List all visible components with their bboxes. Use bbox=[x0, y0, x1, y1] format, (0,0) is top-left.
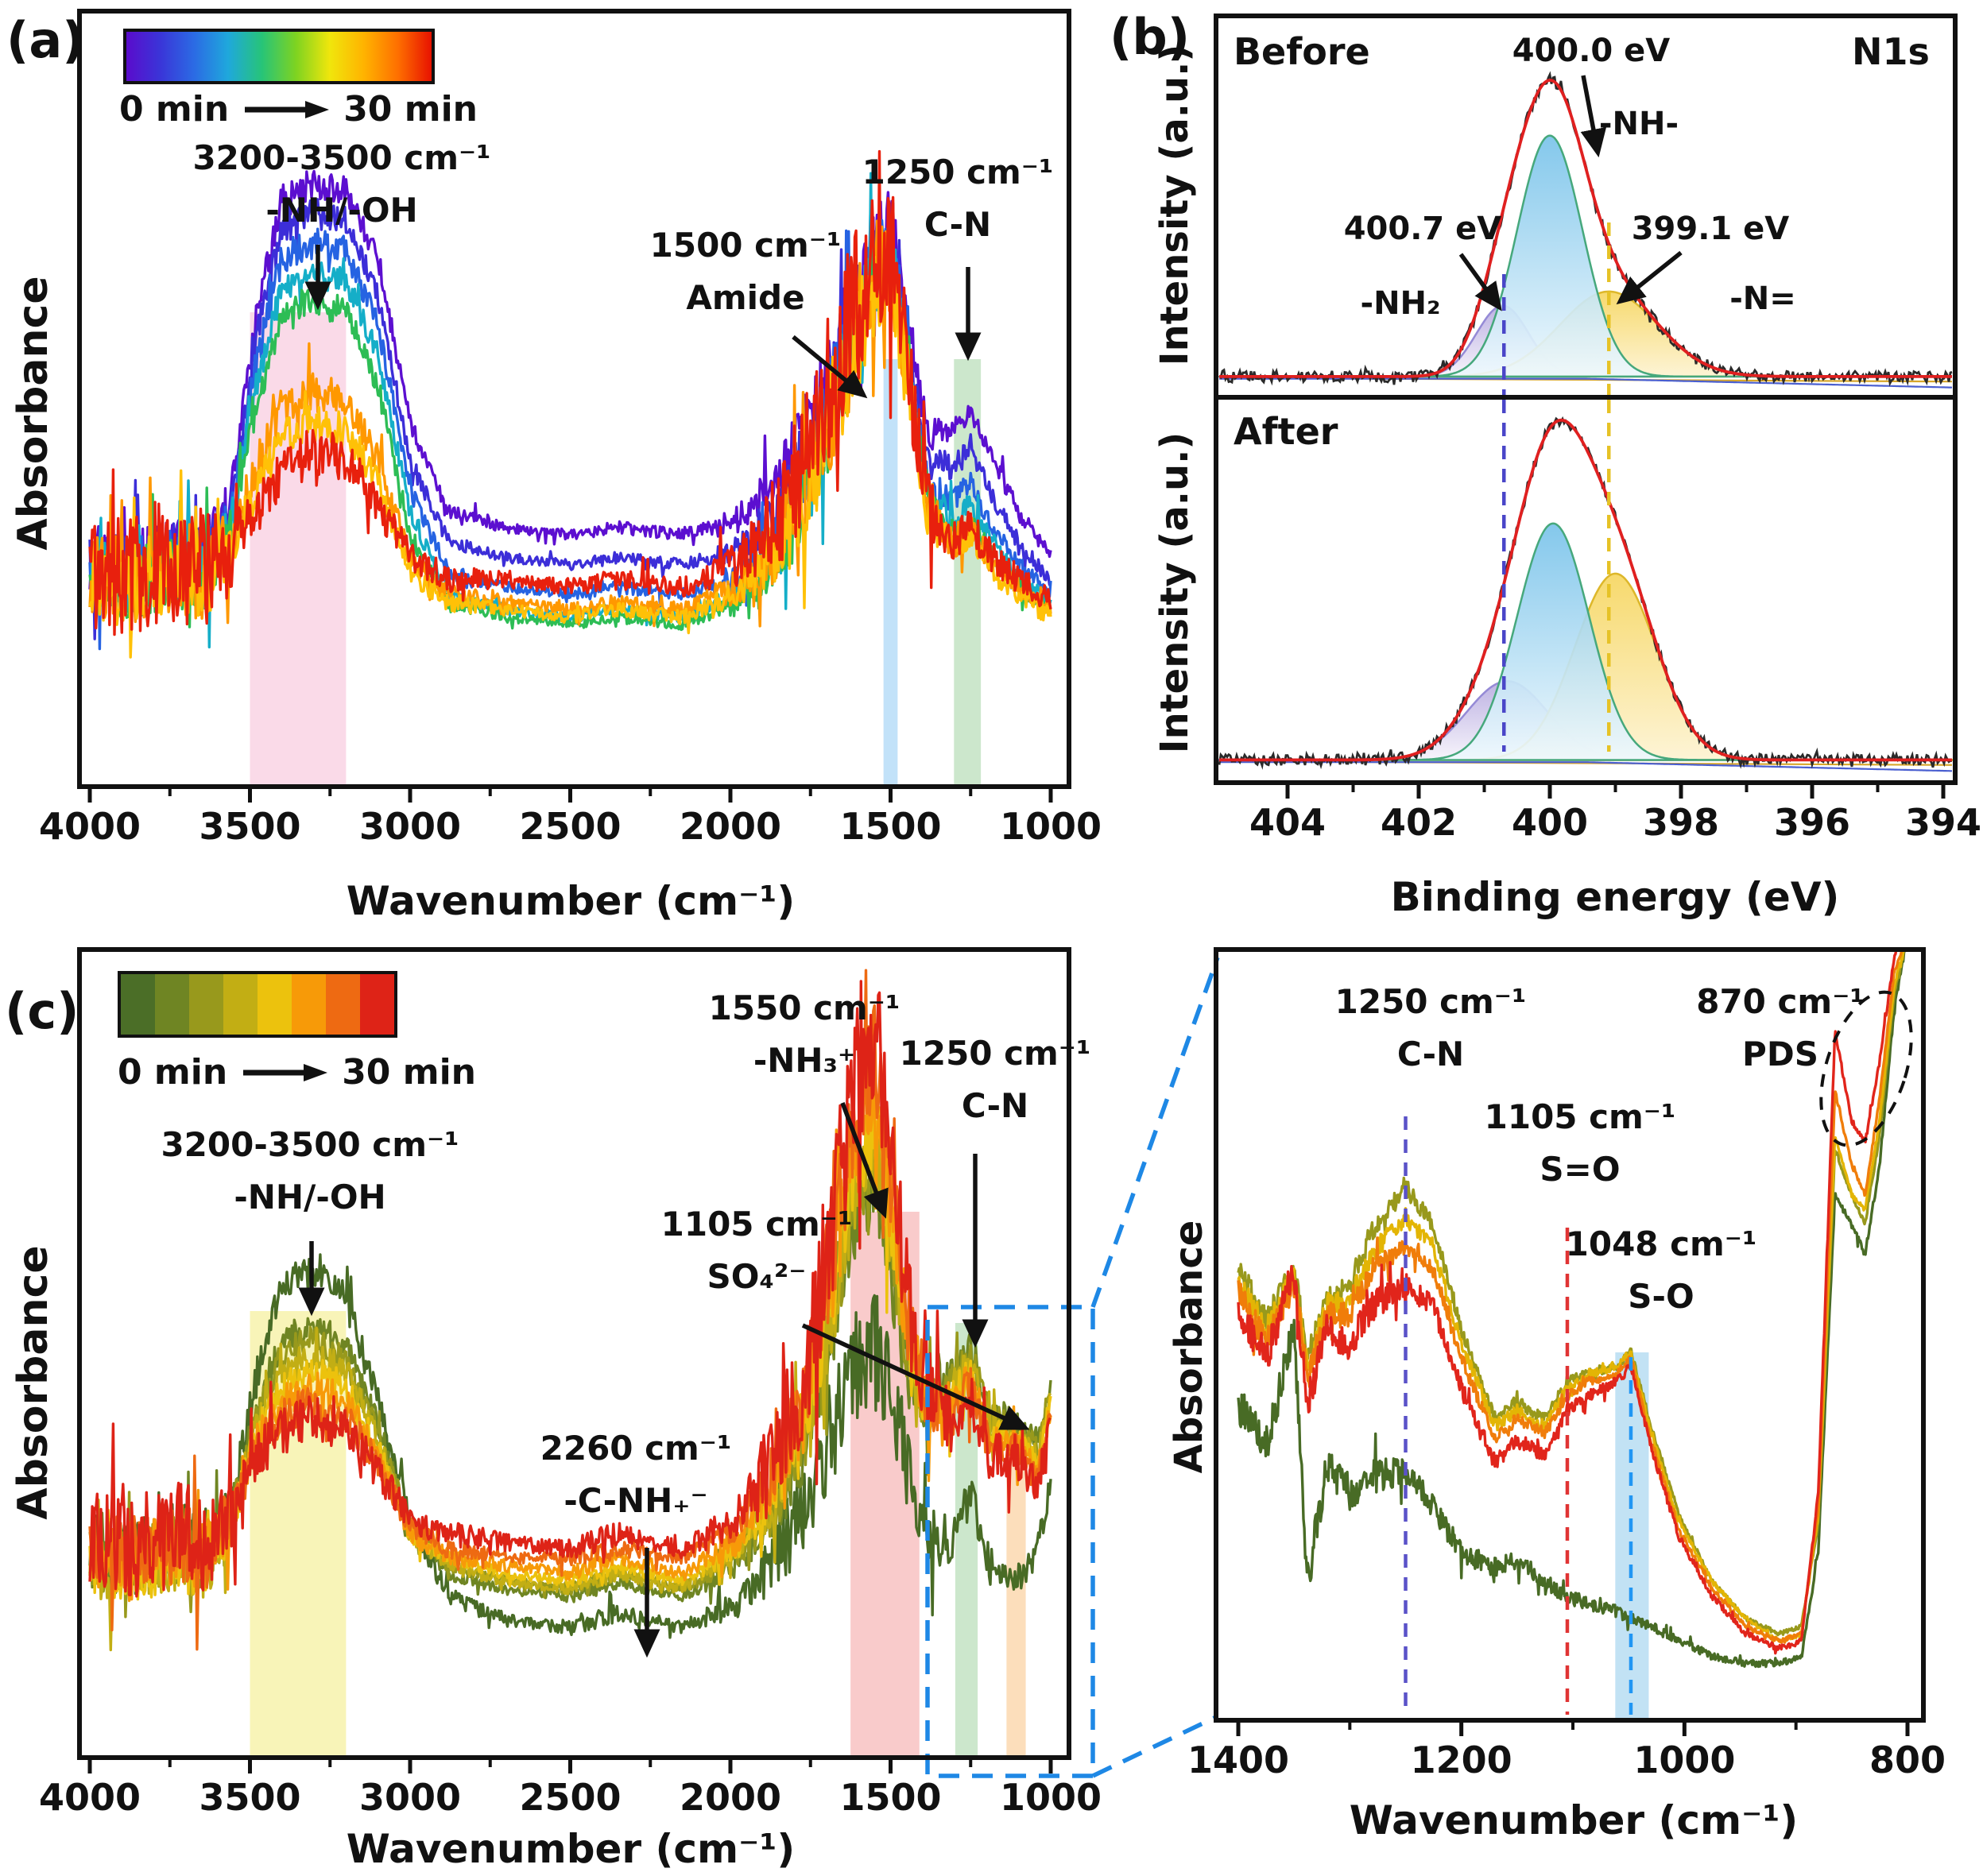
panel-a-x-axis-label: Wavenumber (cm⁻¹) bbox=[346, 878, 796, 924]
svg-text:3500: 3500 bbox=[199, 1776, 300, 1819]
colorbar-c-block bbox=[189, 974, 223, 1035]
panel-b-after-y-axis-label: Intensity (a.u.) bbox=[1152, 431, 1197, 754]
panel-zoom-x-axis-label: Wavenumber (cm⁻¹) bbox=[1349, 1797, 1799, 1843]
annotation-c-cnh: 2260 cm⁻¹ -C-NH₊⁻ bbox=[540, 1429, 732, 1520]
colorbar-c-block bbox=[326, 974, 360, 1035]
panel-c-label: (c) bbox=[5, 982, 79, 1040]
svg-text:2000: 2000 bbox=[680, 805, 781, 848]
svg-text:1000: 1000 bbox=[1633, 1739, 1735, 1781]
svg-text:1500: 1500 bbox=[839, 1776, 941, 1819]
svg-text:3500: 3500 bbox=[199, 805, 300, 848]
annotation-b-400-0: 400.0 eV bbox=[1512, 33, 1671, 69]
annotation-zoom-cn: 1250 cm⁻¹ C-N bbox=[1334, 982, 1527, 1073]
svg-text:1400: 1400 bbox=[1187, 1739, 1289, 1781]
svg-text:800: 800 bbox=[1869, 1739, 1946, 1781]
annotation-b-n: -N= bbox=[1729, 280, 1796, 317]
svg-text:1500: 1500 bbox=[839, 805, 941, 848]
colorbar-c-block bbox=[258, 974, 292, 1035]
arrow-right-icon bbox=[245, 100, 330, 118]
annotation-c-cn: 1250 cm⁻¹ C-N bbox=[899, 1034, 1091, 1125]
colorbar-a-end-label: 30 min bbox=[343, 89, 478, 130]
annotation-b-nh2: -NH₂ bbox=[1360, 285, 1441, 322]
xps-after-label: After bbox=[1234, 410, 1338, 453]
panel-b-label: (b) bbox=[1110, 8, 1191, 66]
colorbar-c-block bbox=[121, 974, 155, 1035]
annotation-b-399-1: 399.1 eV bbox=[1631, 211, 1790, 247]
annotation-a-amide: 1500 cm⁻¹ Amide bbox=[649, 226, 842, 317]
annotation-a-cn: 1250 cm⁻¹ C-N bbox=[862, 153, 1054, 244]
annotation-c-nh3: 1550 cm⁻¹ -NH₃⁺ bbox=[708, 988, 900, 1080]
colorbar-c-block bbox=[223, 974, 258, 1035]
annotation-zoom-s-o: 1048 cm⁻¹ S-O bbox=[1565, 1224, 1757, 1316]
annotation-c-nh-oh: 3200-3500 cm⁻¹ -NH/-OH bbox=[161, 1125, 459, 1216]
svg-text:3000: 3000 bbox=[359, 805, 461, 848]
panel-a-label: (a) bbox=[6, 11, 85, 69]
panel-a-y-axis-label: Absorbance bbox=[10, 276, 57, 551]
svg-text:1200: 1200 bbox=[1411, 1739, 1512, 1781]
svg-text:400: 400 bbox=[1512, 801, 1588, 844]
svg-text:402: 402 bbox=[1381, 801, 1457, 844]
panel-c-x-axis-label: Wavenumber (cm⁻¹) bbox=[346, 1826, 796, 1872]
time-colorbar-c-labels: 0 min 30 min bbox=[118, 1052, 476, 1093]
panel-c-y-axis-label: Absorbance bbox=[10, 1245, 57, 1520]
panel-b-before-y-axis-label: Intensity (a.u.) bbox=[1152, 44, 1197, 366]
arrow-right-icon bbox=[243, 1063, 328, 1081]
svg-text:2500: 2500 bbox=[519, 1776, 621, 1819]
annotation-zoom-pds: 870 cm⁻¹ PDS bbox=[1696, 982, 1865, 1073]
svg-text:4000: 4000 bbox=[39, 1776, 141, 1819]
svg-text:394: 394 bbox=[1905, 801, 1981, 844]
svg-text:1000: 1000 bbox=[1000, 805, 1102, 848]
panel-zoom-y-axis-label: Absorbance bbox=[1167, 1220, 1211, 1474]
annotation-b-nh: -NH- bbox=[1598, 106, 1679, 142]
xps-n1s-label: N1s bbox=[1852, 30, 1930, 73]
time-colorbar-a-labels: 0 min 30 min bbox=[119, 89, 478, 130]
svg-text:2000: 2000 bbox=[680, 1776, 781, 1819]
svg-text:2500: 2500 bbox=[519, 805, 621, 848]
annotation-a-nh-oh: 3200-3500 cm⁻¹ -NH/-OH bbox=[192, 138, 491, 230]
svg-text:398: 398 bbox=[1643, 801, 1719, 844]
colorbar-c-block bbox=[155, 974, 189, 1035]
colorbar-c-block bbox=[360, 974, 394, 1035]
time-colorbar-c bbox=[118, 971, 397, 1038]
annotation-c-so4: 1105 cm⁻¹ SO₄²⁻ bbox=[660, 1205, 853, 1296]
colorbar-c-start-label: 0 min bbox=[118, 1052, 228, 1093]
svg-text:404: 404 bbox=[1249, 801, 1326, 844]
time-colorbar-a bbox=[123, 29, 435, 84]
svg-text:4000: 4000 bbox=[39, 805, 141, 848]
colorbar-c-block bbox=[292, 974, 326, 1035]
annotation-b-400-7: 400.7 eV bbox=[1343, 211, 1502, 247]
colorbar-a-start-label: 0 min bbox=[119, 89, 230, 130]
panel-b-x-axis-label: Binding energy (eV) bbox=[1390, 874, 1840, 920]
xps-before-label: Before bbox=[1234, 30, 1370, 73]
svg-text:3000: 3000 bbox=[359, 1776, 461, 1819]
svg-text:1000: 1000 bbox=[1000, 1776, 1102, 1819]
annotation-zoom-so: 1105 cm⁻¹ S=O bbox=[1484, 1097, 1676, 1189]
svg-text:396: 396 bbox=[1774, 801, 1850, 844]
colorbar-c-end-label: 30 min bbox=[342, 1052, 476, 1093]
